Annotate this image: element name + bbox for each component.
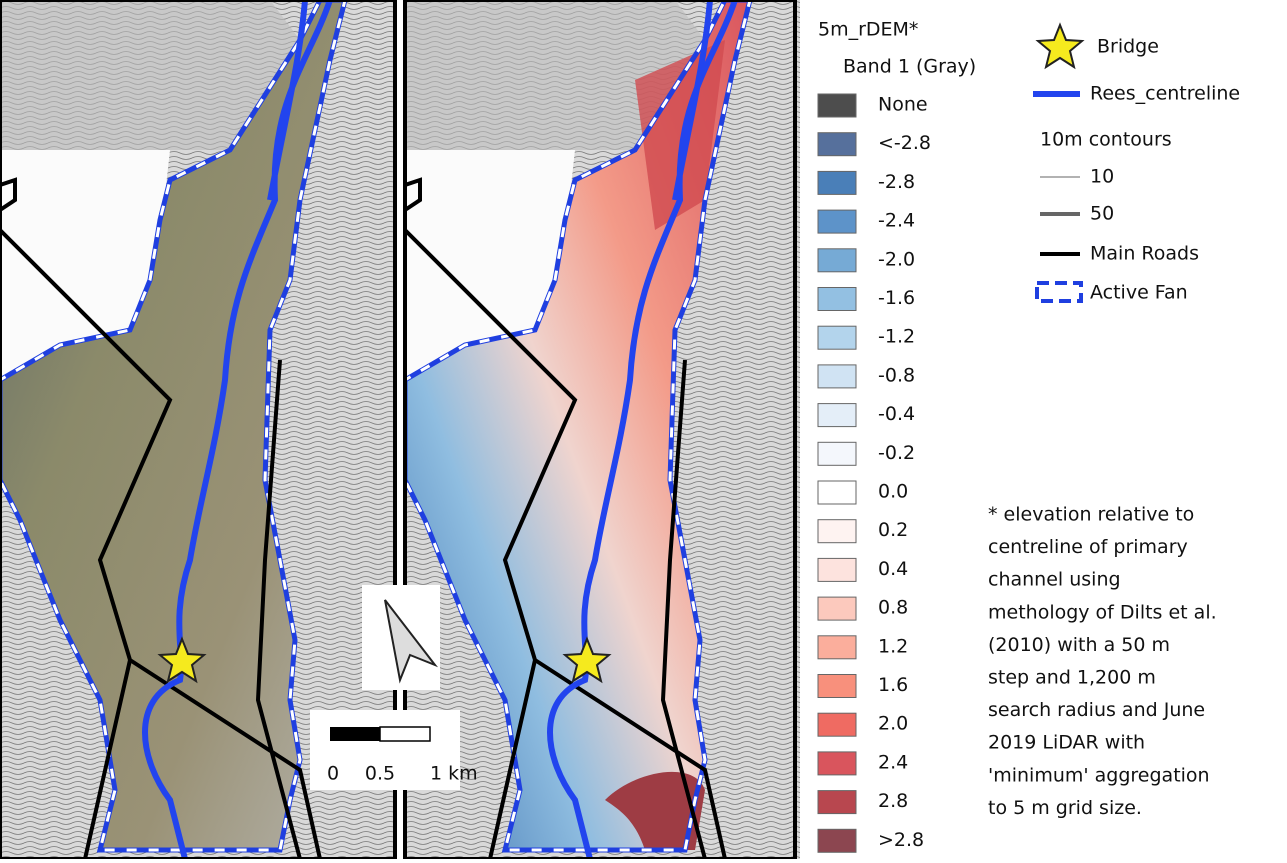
- legend-swatch: [818, 481, 856, 504]
- legend-swatch: [818, 829, 856, 852]
- legend-swatch: [818, 442, 856, 465]
- footnote-line: step and 1,200 m: [988, 667, 1156, 689]
- legend-centreline: Rees_centreline: [1090, 83, 1240, 105]
- legend-swatch: [818, 171, 856, 194]
- legend-contour-major: 50: [1090, 203, 1114, 225]
- legend-label: <-2.8: [878, 132, 931, 154]
- legend-label: -0.4: [878, 403, 915, 425]
- legend-label: >2.8: [878, 829, 924, 851]
- legend-label: 0.4: [878, 558, 908, 580]
- legend-swatch: [818, 791, 856, 814]
- legend-label: -0.2: [878, 442, 915, 464]
- legend-fan: Active Fan: [1090, 282, 1188, 304]
- legend-subtitle: Band 1 (Gray): [843, 56, 976, 78]
- legend-label: -1.2: [878, 326, 915, 348]
- legend-swatch: [818, 597, 856, 620]
- legend-label: 2.0: [878, 713, 908, 735]
- scale-label: 1 km: [430, 763, 478, 785]
- legend-swatch: [818, 94, 856, 117]
- north-arrow: [362, 585, 440, 690]
- scale-label: 0: [327, 763, 339, 785]
- legend-swatch: [818, 713, 856, 736]
- footnote-line: 'minimum' aggregation: [988, 764, 1210, 786]
- legend-label: -2.4: [878, 210, 915, 232]
- legend-bridge: Bridge: [1097, 36, 1159, 58]
- legend-swatch: [818, 558, 856, 581]
- legend-roads: Main Roads: [1090, 243, 1199, 265]
- legend-label: 0.8: [878, 597, 908, 619]
- footnote-line: centreline of primary: [988, 536, 1188, 558]
- footnote-line: (2010) with a 50 m: [988, 634, 1170, 656]
- legend-label: -0.8: [878, 364, 915, 386]
- legend-label: 2.4: [878, 751, 908, 773]
- legend-swatch: [818, 636, 856, 659]
- layer-legend: Bridge Rees_centreline 10m contours 10 5…: [1033, 25, 1240, 304]
- legend-contour-minor: 10: [1090, 166, 1114, 188]
- footnote-line: channel using: [988, 569, 1121, 591]
- legend-swatch: [818, 675, 856, 698]
- footnote-line: methology of Dilts et al.: [988, 601, 1217, 623]
- footnote-line: to 5 m grid size.: [988, 797, 1142, 819]
- legend-swatch: [818, 249, 856, 272]
- legend-swatch: [818, 404, 856, 427]
- legend-swatch: [818, 326, 856, 349]
- legend-label: 0.2: [878, 519, 908, 541]
- footnote-line: 2019 LiDAR with: [988, 732, 1145, 754]
- legend-title: 5m_rDEM*: [818, 19, 918, 41]
- legend-label: None: [878, 94, 928, 116]
- scale-label: 0.5: [365, 763, 395, 785]
- figure: 0 0.5 1 km 5m_rDEM* Band 1 (Gray) None <-2.…: [0, 0, 1287, 859]
- legend-label: -2.0: [878, 248, 915, 270]
- legend-swatch: [818, 365, 856, 388]
- legend-label: 2.8: [878, 790, 908, 812]
- legend-swatch: [818, 210, 856, 233]
- map-rdem: [405, 0, 800, 859]
- legend-label: 0.0: [878, 481, 908, 503]
- legend-label: -1.6: [878, 287, 915, 309]
- legend-contours: 10m contours: [1040, 129, 1172, 151]
- legend-swatch: [818, 520, 856, 543]
- legend-swatch: [818, 133, 856, 156]
- footnote-line: * elevation relative to: [988, 504, 1194, 526]
- footnote-line: search radius and June: [988, 699, 1205, 721]
- legend-swatch: [818, 752, 856, 775]
- legend-swatch: [818, 288, 856, 311]
- scale-bar: 0 0.5 1 km: [310, 710, 478, 790]
- legend-label: 1.6: [878, 674, 908, 696]
- legend-label: 1.2: [878, 635, 908, 657]
- legend-label: -2.8: [878, 171, 915, 193]
